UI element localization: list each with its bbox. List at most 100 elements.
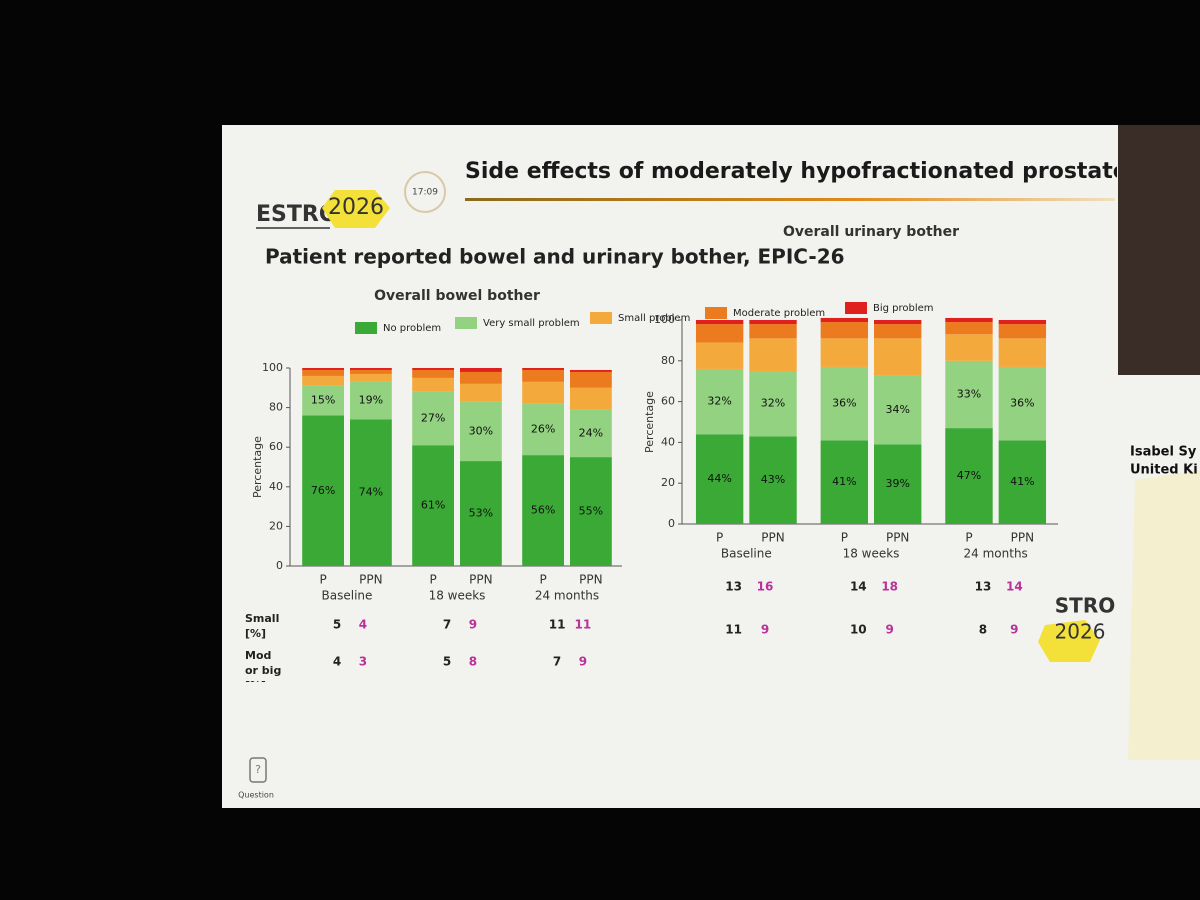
bar-segment [412,368,454,370]
bar-segment [820,317,868,323]
table-cell: 5 [333,618,341,632]
bar-segment [695,342,744,369]
group-label: 18 weeks [429,589,486,603]
value-label: 32% [707,395,731,408]
bar-segment [522,455,564,566]
y-tick-label: 20 [269,519,283,532]
value-label: 41% [832,475,856,488]
bar-segment [522,368,564,370]
x-tick-label: PPN [469,573,492,587]
table-cell: 16 [757,580,774,594]
table-cell: 13 [975,580,992,594]
group-label: 24 months [964,547,1028,561]
bar-segment [749,436,797,524]
value-label: 56% [531,504,555,517]
bar-segment [945,428,993,524]
bar-segment [302,415,344,566]
y-tick-label: 100 [262,361,283,374]
bar-segment [874,338,922,376]
bar-segment [412,445,454,566]
bar-segment [302,368,344,370]
speaker-video [1118,125,1200,375]
bar-segment [749,338,797,371]
bar-segment [412,369,454,378]
x-tick-label: PPN [761,531,784,545]
bar-segment [695,324,744,343]
table-row-label: Mod or big [%] [245,649,282,682]
group-label: Baseline [322,589,373,603]
value-label: 36% [832,397,856,410]
title-underline [465,198,1115,201]
chart-title: Overall urinary bother [783,224,959,240]
table-row-label-wrap: Mod or big [%] [245,649,282,682]
value-label: 74% [359,486,383,499]
table-cell: 4 [359,618,367,632]
bar-segment [350,381,392,420]
bar-segment [570,387,612,410]
legend-label: Very small problem [483,318,580,329]
value-label: 44% [707,472,731,485]
value-label: 53% [469,507,493,520]
value-label: 76% [311,484,335,497]
y-tick-label: 20 [661,476,675,489]
y-tick-label: 40 [269,480,283,493]
table-cell: 7 [553,655,561,669]
question-label[interactable]: Question [238,791,274,800]
bar-segment [302,385,344,416]
legend-swatch [455,317,477,329]
footer-logo-year: 2026 [1055,620,1106,644]
value-label: 15% [311,394,335,407]
bar-segment [460,371,502,384]
decor [1128,470,1200,760]
bar-segment [460,383,502,402]
bar-segment [874,375,922,445]
x-tick-label: P [841,531,848,545]
value-label: 47% [957,469,981,482]
table-cell: 3 [359,655,367,669]
table-cell: 11 [575,618,592,632]
table-cell: 8 [979,623,987,637]
x-tick-label: PPN [886,531,909,545]
bar-segment [460,461,502,566]
table-cell: 18 [881,580,898,594]
bar-segment [460,401,502,462]
question-mark[interactable]: ? [255,763,261,776]
x-tick-label: P [539,573,546,587]
bar-segment [874,324,922,339]
question-icon[interactable] [249,757,267,783]
bar-segment [695,368,744,435]
table-cell: 11 [725,623,742,637]
speaker-affiliation: United Ki [1130,463,1198,478]
bar-segment [998,440,1047,524]
footer-logo-text: STRO [1055,594,1115,618]
bar-segment [998,338,1047,367]
table-cell: 9 [761,623,769,637]
bar-segment [302,369,344,376]
table-cell: 7 [443,618,451,632]
bar-segment [412,391,454,446]
bar-segment [874,444,922,524]
value-label: 30% [469,424,493,437]
bar-segment [749,320,797,325]
table-row-label: Small [%] [245,612,280,640]
table-cell: 5 [443,655,451,669]
logo-hex [322,190,390,228]
bar-segment [998,320,1047,325]
value-label: 33% [957,387,981,400]
bar-segment [695,434,744,524]
x-tick-label: PPN [1011,531,1034,545]
bar-segment [998,366,1047,441]
bar-segment [570,457,612,566]
value-label: 36% [1010,397,1034,410]
y-tick-label: 80 [269,401,283,414]
logo-year: 2026 [328,195,384,220]
subtitle: Patient reported bowel and urinary bothe… [265,245,845,269]
legend-swatch [590,312,612,324]
legend-label: Small problem [618,313,690,324]
value-label: 26% [531,422,555,435]
bar-segment [945,317,993,323]
bar-segment [945,334,993,361]
table-cell: 9 [1010,623,1018,637]
